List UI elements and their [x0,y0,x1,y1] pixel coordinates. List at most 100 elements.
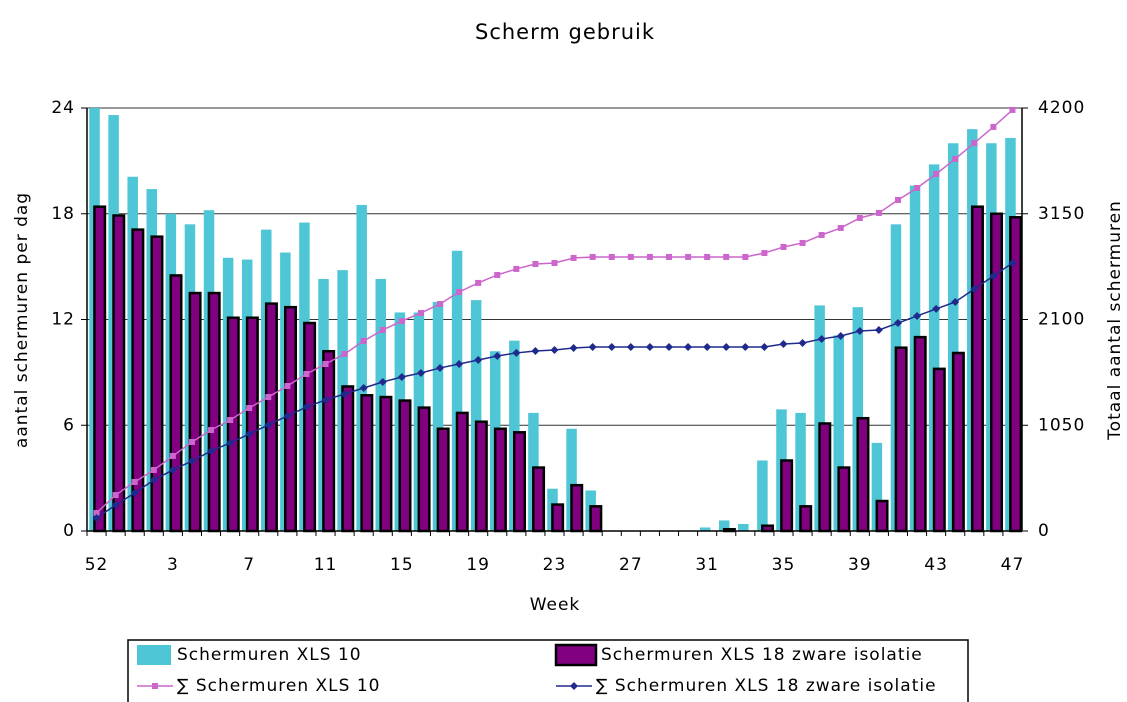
marker [284,382,291,389]
marker [436,363,445,372]
marker [379,326,386,333]
marker [322,361,329,368]
marker [437,300,444,307]
bar [417,406,431,533]
marker [780,243,787,250]
marker [874,325,883,334]
marker [703,342,712,351]
marker [531,347,540,356]
x-tick-label: 52 [85,555,109,575]
bar [932,367,946,533]
bar [474,420,488,533]
marker [92,514,101,523]
marker [646,253,653,260]
marker [990,123,997,130]
bar [913,335,927,533]
y-tick-label: 18 [51,204,75,224]
chart-title: Scherm gebruik [475,20,655,44]
marker [321,395,330,404]
marker [551,259,558,266]
marker [111,501,120,510]
bar [322,349,336,533]
x-axis-label: Week [530,595,581,615]
marker [893,319,902,328]
x-tick-label: 27 [619,555,643,575]
marker [952,155,959,162]
marker [856,214,863,221]
bar [894,346,908,533]
marker [741,342,750,351]
marker [914,184,921,191]
marker [722,342,731,351]
y-tick-label: 12 [51,310,75,330]
x-tick-label: 31 [695,555,719,575]
bar [856,416,870,533]
marker [227,417,234,424]
marker [817,334,826,343]
marker [188,438,195,445]
bar [303,321,317,533]
bar [928,164,940,531]
legend-label: Schermuren XLS 18 zware isolatie [601,645,923,665]
bar [990,212,1004,533]
marker [664,342,673,351]
legend-swatch [137,645,171,665]
marker [131,478,138,485]
marker [359,383,368,392]
marker [130,489,139,498]
bar [837,466,851,533]
legend-swatch [554,643,598,667]
marker [971,139,978,146]
bar [799,505,813,533]
bar [875,499,889,533]
bar [589,505,603,533]
marker [875,209,882,216]
bar [833,335,844,531]
marker [626,342,635,351]
marker [704,253,711,260]
y2-tick-label: 0 [1038,521,1050,541]
marker [398,318,405,325]
legend-box [127,639,969,702]
bar [188,291,202,533]
legend-marker [152,683,158,689]
marker [246,405,253,412]
bar [150,235,164,533]
marker [913,311,922,320]
y2-axis-label: Totaal aantal schermuren [1105,200,1125,441]
bar [551,503,565,533]
marker [760,342,769,351]
marker [456,289,463,296]
bar [757,460,768,531]
marker [837,224,844,231]
x-tick-label: 23 [543,555,567,575]
bar [341,385,355,533]
y-tick-label: 6 [63,415,75,435]
marker [665,253,672,260]
bar [493,427,507,533]
marker [455,360,464,369]
marker [302,403,311,412]
marker [340,390,349,399]
x-tick-label: 43 [924,555,948,575]
marker [779,339,788,348]
marker [283,411,292,420]
marker [226,438,235,447]
legend-label: ∑ Schermuren XLS 18 zware isolatie [596,676,937,696]
legend-marker [570,682,578,690]
bar [947,143,959,531]
bar [245,316,259,533]
marker [341,350,348,357]
bar [451,250,463,531]
bar [131,228,145,533]
marker [532,261,539,268]
bar [264,302,278,533]
marker [264,420,273,429]
marker [894,196,901,203]
marker [836,332,845,341]
marker [93,509,100,516]
marker [168,465,177,474]
bar [738,523,749,531]
